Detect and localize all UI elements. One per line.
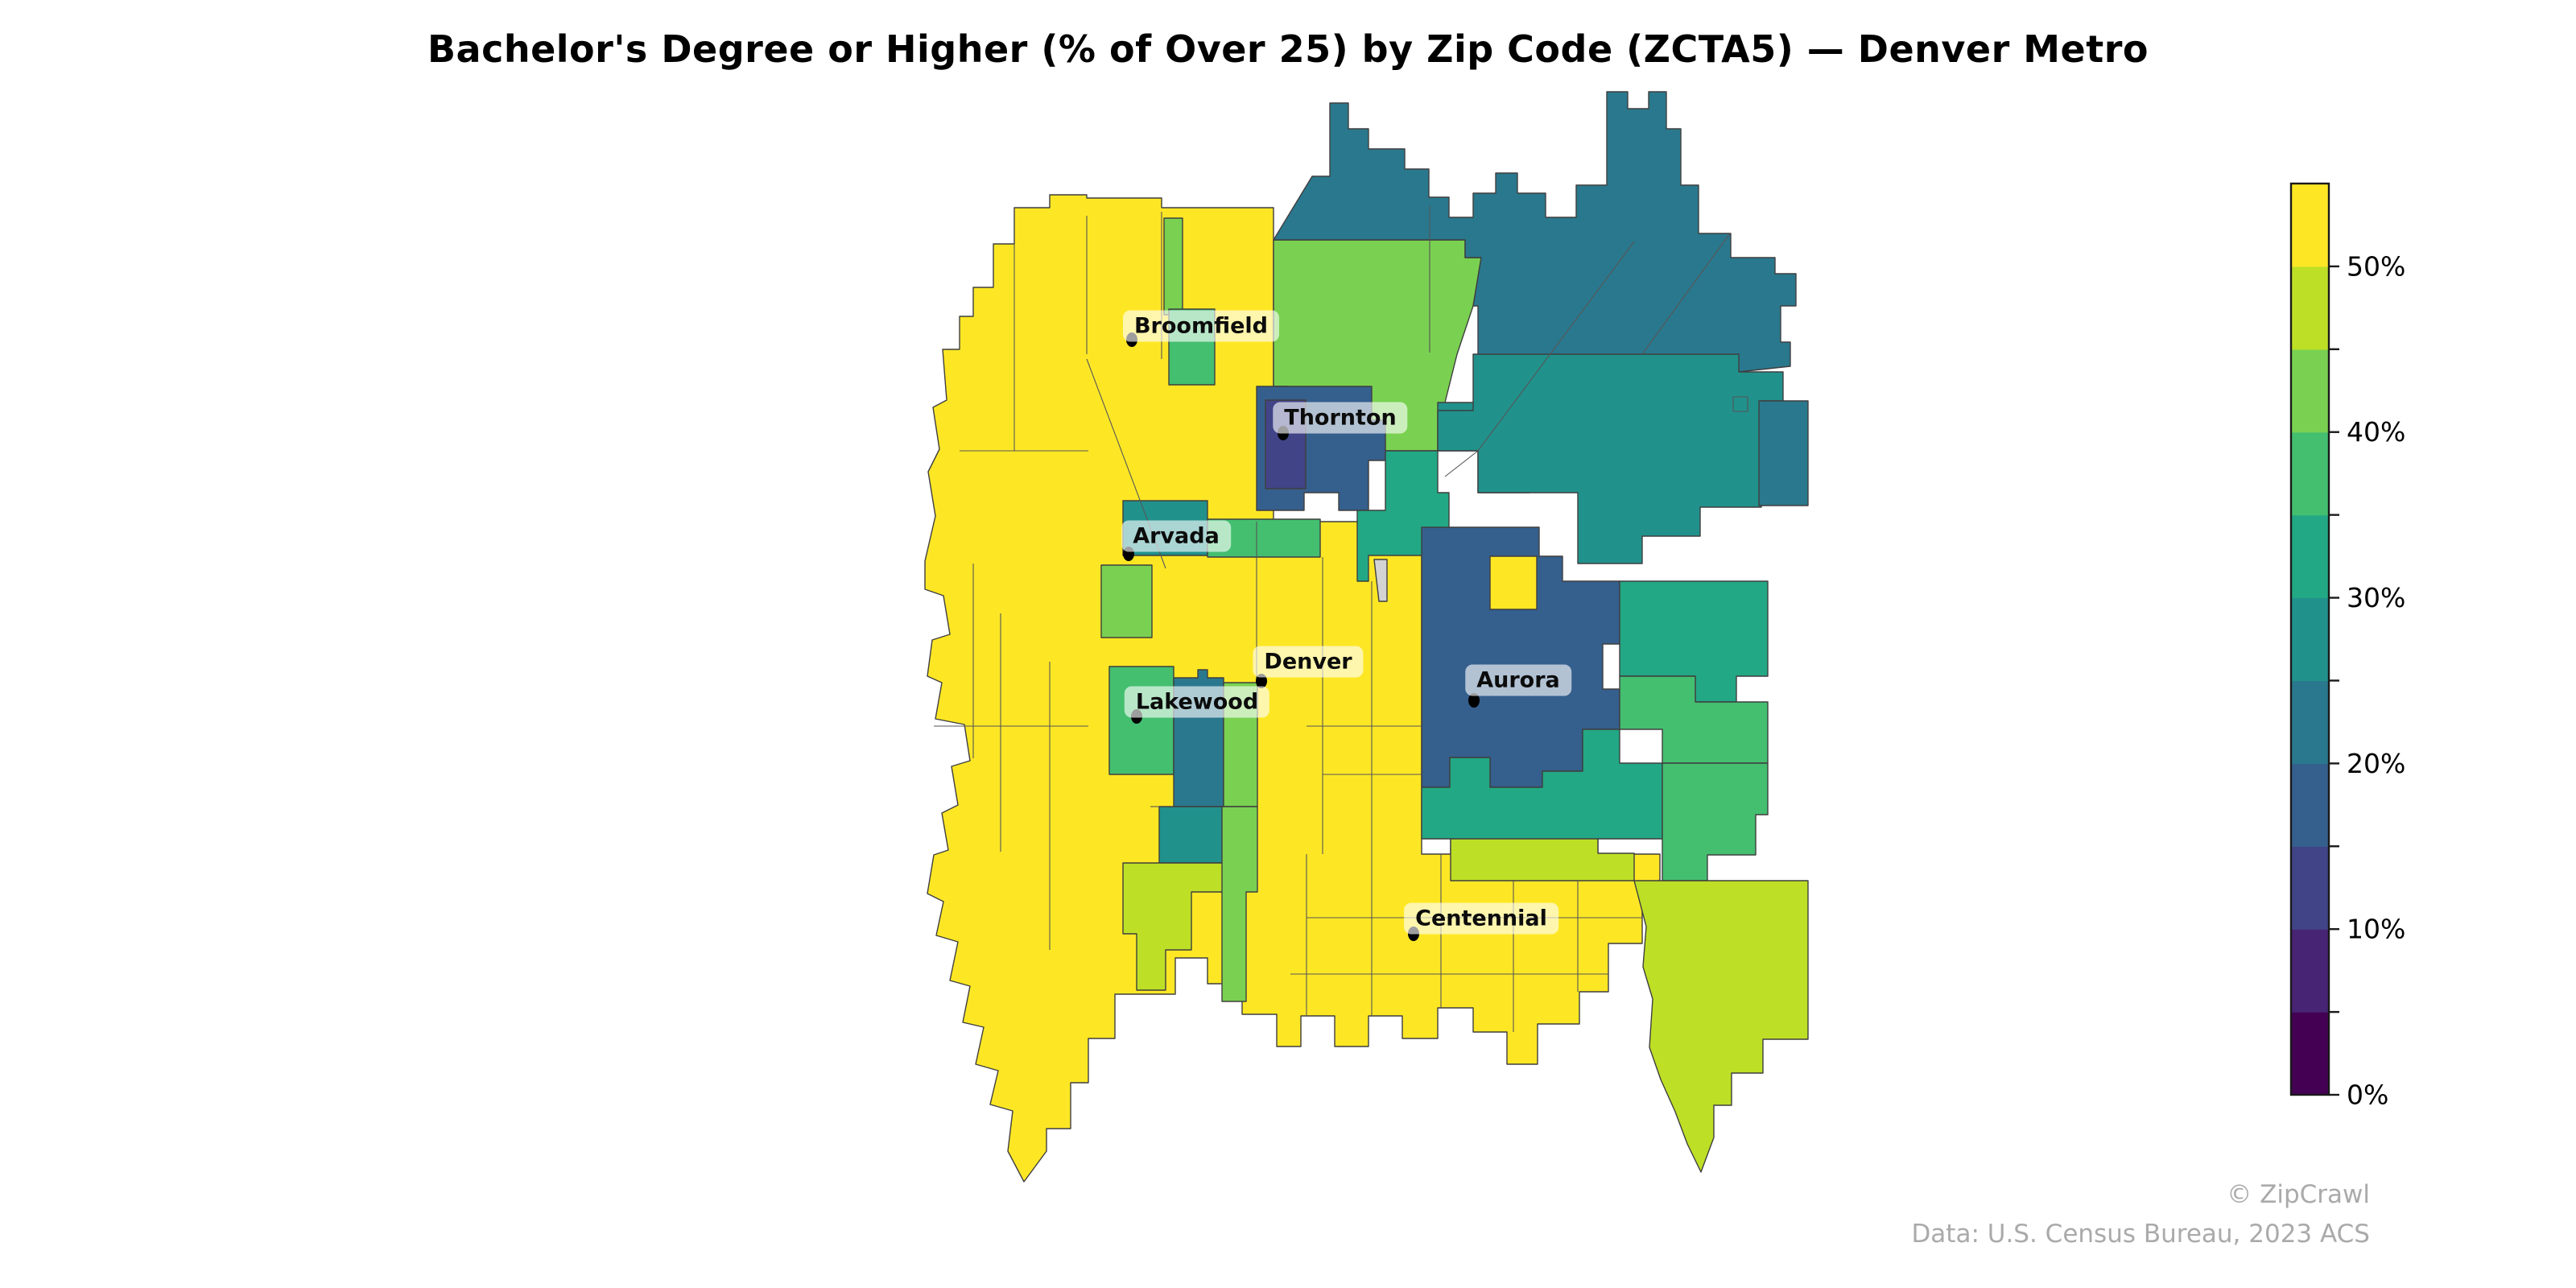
attribution-brand: © ZipCrawl [2227, 1180, 2370, 1209]
zcta-region-aurora-yellow-inset [1489, 555, 1538, 610]
zcta-region-east-aurora-green-south [1619, 675, 1769, 764]
zcta-region-no-data-sliver [1373, 559, 1388, 602]
city-label-aurora: Aurora [1465, 664, 1571, 696]
colorbar-bin-10–15% [2291, 846, 2329, 930]
colorbar: 0% 10% 20% 30% 40% 50% [2289, 182, 2405, 1111]
colorbar-bin-5–10% [2291, 929, 2329, 1013]
colorbar-bin-40–45% [2291, 349, 2329, 433]
zcta-region-se-large-yellowgreen [1633, 880, 1809, 1173]
colorbar-outline [2289, 182, 2330, 1096]
city-dot-denver [1256, 674, 1267, 688]
colorbar-bin-45–50% [2291, 266, 2329, 350]
zcta-regions-layer [924, 91, 1809, 1183]
zcta-region-se-band-yellowgreen [1450, 838, 1635, 881]
colorbar-tick-label: 30% [2347, 582, 2405, 613]
zcta-region-se-band-green [1662, 762, 1769, 881]
city-label-denver: Denver [1253, 646, 1364, 678]
colorbar-bin-0–5% [2291, 1012, 2329, 1096]
colorbar-bin-30–35% [2291, 514, 2329, 599]
zcta-region-sw-denver-teal [1158, 806, 1223, 864]
colorbar-bin-25–30% [2291, 597, 2329, 682]
city-label-lakewood: Lakewood [1124, 686, 1270, 718]
zcta-region-west-lightgreen-patch [1100, 564, 1153, 638]
city-label-arvada: Arvada [1121, 520, 1231, 552]
zip-boundary-line [1444, 241, 1635, 477]
colorbar-tick-label: 50% [2347, 250, 2405, 282]
zcta-region-west-metro-yellow-mass [924, 194, 1661, 1183]
zcta-region-northeast-teal-mass [1273, 91, 1797, 373]
city-label-broomfield: Broomfield [1122, 310, 1280, 342]
city-label-thornton: Thornton [1273, 402, 1408, 434]
colorbar-tick-label: 40% [2347, 416, 2405, 448]
zcta-region-far-east-blue-rect [1758, 400, 1809, 506]
zcta-region-broomfield-green-sliver [1163, 217, 1183, 316]
city-dot-aurora [1468, 693, 1480, 708]
zcta-region-sw-yellowgreen-patch [1122, 862, 1223, 991]
zcta-region-lakewood-green [1108, 666, 1174, 775]
colorbar-bin-15–20% [2291, 763, 2329, 847]
colorbar-tick-label: 20% [2347, 748, 2405, 779]
zip-boundary-line [1732, 396, 1748, 412]
zip-boundary-line [1641, 233, 1731, 355]
chart-title: Bachelor's Degree or Higher (% of Over 2… [427, 27, 2149, 71]
colorbar-tick-label: 10% [2347, 914, 2405, 945]
city-label-centennial: Centennial [1404, 902, 1558, 935]
colorbar-tick-label: 0% [2347, 1080, 2388, 1111]
attribution: © ZipCrawl Data: U.S. Census Bureau, 202… [1911, 1175, 2370, 1254]
colorbar-bin-50–55% [2291, 184, 2329, 267]
colorbar-bin-20–25% [2291, 680, 2329, 764]
attribution-source: Data: U.S. Census Bureau, 2023 ACS [1911, 1220, 2370, 1249]
colorbar-bin-35–40% [2291, 431, 2329, 516]
